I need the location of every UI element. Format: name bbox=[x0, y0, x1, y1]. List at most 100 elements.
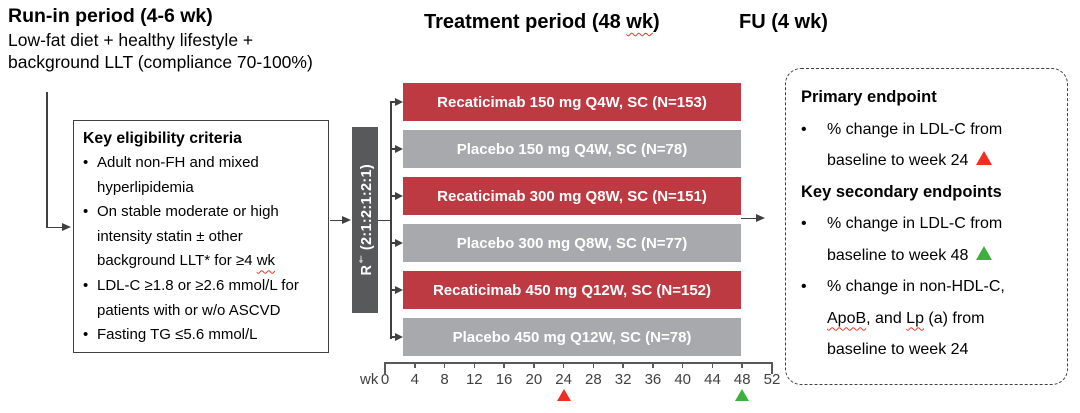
axis-tick-label: 0 bbox=[380, 371, 390, 388]
eligibility-bullet-text: Adult non-FH and mixed hyperlipidemia bbox=[97, 151, 320, 200]
axis-tick bbox=[384, 362, 386, 374]
eligibility-bullet: • LDL-C ≥1.8 or ≥2.6 mmol/L for patients … bbox=[83, 274, 320, 323]
eligibility-bullet: • Adult non-FH and mixed hyperlipidemia bbox=[83, 151, 320, 200]
axis-line bbox=[385, 362, 772, 364]
text-segment: ) bbox=[652, 11, 660, 33]
endpoint-item: • % change in non-HDL-C, ApoB, and Lp (a)… bbox=[801, 271, 1057, 366]
text-segment: (a) from baseline to week 24 bbox=[827, 309, 985, 359]
follow-up-title: FU (4 wk) bbox=[739, 11, 828, 33]
axis-tick bbox=[533, 362, 535, 368]
text-segment: LDL-C ≥1.8 or ≥2.6 mmol/L for patients w… bbox=[97, 276, 299, 319]
eligibility-bullet: • Fasting TG ≤5.6 mmol/L bbox=[83, 323, 320, 348]
triangle-marker-icon bbox=[975, 245, 992, 260]
text-segment: % change in LDL-C from baseline to week … bbox=[827, 215, 1003, 264]
axis-tick-label: 12 bbox=[465, 371, 483, 388]
axis-tick-label: 36 bbox=[644, 371, 662, 388]
endpoint-item-text: % change in non-HDL-C, ApoB, and Lp (a) … bbox=[827, 271, 1045, 366]
axis-tick bbox=[711, 362, 714, 368]
run-in-period-title: Run-in period (4-6 wk) bbox=[8, 5, 213, 27]
randomization-label: R† (2:1:2:1:2:1) bbox=[355, 164, 375, 276]
text-segment: Treatment period (48 bbox=[424, 11, 627, 33]
connector-to-randomization bbox=[330, 219, 343, 222]
axis-tick bbox=[771, 362, 773, 374]
branch-vertical-line bbox=[390, 101, 392, 339]
endpoint-item-text: % change in LDL-C from baseline to week … bbox=[827, 208, 1045, 271]
text-segment: wk bbox=[256, 252, 276, 270]
treatment-arm-bar-recaticimab: Recaticimab 150 mg Q4W, SC (N=153) bbox=[403, 83, 741, 121]
axis-tick bbox=[741, 362, 744, 368]
triangle-marker-icon bbox=[975, 151, 992, 165]
axis-tick-label: 24 bbox=[555, 371, 572, 388]
arrowhead-icon bbox=[395, 286, 403, 294]
week-24-marker-icon bbox=[556, 389, 571, 401]
text-segment: , and bbox=[866, 309, 907, 327]
arrowhead-icon bbox=[756, 214, 765, 222]
treatment-period-title: Treatment period (48 wk) bbox=[424, 11, 660, 34]
axis-tick-label: 4 bbox=[410, 371, 419, 388]
arrowhead-icon bbox=[395, 333, 403, 341]
randomization-box: R† (2:1:2:1:2:1) bbox=[352, 127, 378, 313]
treatment-arm-bar-placebo: Placebo 300 mg Q8W, SC (N=77) bbox=[403, 224, 741, 262]
week-axis: wk 0 4 8 12 16 20 24 28 32 36 40 44 48 52 bbox=[360, 362, 780, 412]
axis-tick bbox=[562, 362, 565, 368]
axis-tick-label: 32 bbox=[614, 371, 632, 388]
text-segment: ApoB bbox=[827, 309, 867, 327]
arrowhead-icon bbox=[395, 145, 403, 153]
axis-tick-label: 20 bbox=[525, 371, 543, 388]
axis-tick-label: 44 bbox=[704, 371, 721, 388]
eligibility-criteria-box: Key eligibility criteria • Adult non-FH a… bbox=[73, 120, 329, 353]
axis-tick bbox=[592, 362, 595, 368]
treatment-arm-bar-recaticimab: Recaticimab 300 mg Q8W, SC (N=151) bbox=[403, 177, 741, 215]
axis-tick-label: 8 bbox=[440, 371, 449, 388]
axis-unit-label: wk bbox=[360, 371, 379, 388]
endpoint-item: • % change in LDL-C from baseline to week… bbox=[801, 114, 1057, 177]
connector-elbow-vertical bbox=[46, 92, 48, 228]
branch-stem bbox=[378, 219, 391, 222]
axis-tick bbox=[652, 362, 654, 368]
axis-tick bbox=[681, 362, 684, 368]
bullet-icon: • bbox=[83, 203, 89, 221]
eligibility-bullet-text: On stable moderate or high intensity sta… bbox=[97, 200, 320, 274]
text-segment: % change in non-HDL-C, bbox=[827, 278, 1005, 295]
eligibility-bullet-text: LDL-C ≥1.8 or ≥2.6 mmol/L for patients w… bbox=[97, 274, 320, 323]
arrowhead-icon bbox=[395, 98, 403, 106]
axis-tick bbox=[473, 362, 476, 368]
endpoints-heading: Primary endpoint bbox=[801, 88, 937, 106]
arm-connector-line bbox=[391, 336, 396, 338]
text-segment: wk bbox=[626, 11, 653, 33]
text-segment: On stable moderate or high intensity sta… bbox=[97, 203, 279, 270]
text-segment: Adult non-FH and mixed hyperlipidemia bbox=[97, 154, 259, 196]
arrowhead-icon bbox=[342, 216, 351, 224]
axis-tick bbox=[443, 362, 446, 368]
arm-connector-line bbox=[391, 101, 396, 103]
axis-tick-label: 48 bbox=[733, 371, 751, 388]
arm-connector-line bbox=[391, 148, 396, 150]
connector-to-endpoints bbox=[741, 217, 757, 220]
axis-tick-label: 28 bbox=[585, 371, 602, 388]
eligibility-bullet: • On stable moderate or high intensity st… bbox=[83, 200, 320, 274]
axis-tick bbox=[413, 362, 416, 368]
bullet-icon: • bbox=[83, 326, 89, 344]
treatment-arm-bar-placebo: Placebo 150 mg Q4W, SC (N=78) bbox=[403, 130, 741, 168]
run-in-description-line2: background LLT (compliance 70-100%) bbox=[8, 52, 313, 72]
arm-connector-line bbox=[391, 289, 396, 291]
arm-connector-line bbox=[391, 242, 396, 244]
run-in-description-line1: Low-fat diet + healthy lifestyle + bbox=[8, 30, 254, 50]
arrowhead-icon bbox=[395, 239, 403, 247]
bullet-icon: • bbox=[801, 120, 807, 138]
eligibility-bullet-text: Fasting TG ≤5.6 mmol/L bbox=[97, 323, 320, 348]
arrowhead-icon bbox=[395, 192, 403, 200]
treatment-arm-bar-recaticimab: Recaticimab 450 mg Q12W, SC (N=152) bbox=[403, 271, 741, 309]
axis-tick bbox=[622, 362, 624, 368]
endpoint-item-text: % change in LDL-C from baseline to week … bbox=[827, 114, 1045, 177]
endpoint-item: • % change in LDL-C from baseline to week… bbox=[801, 208, 1057, 271]
bullet-icon: • bbox=[801, 215, 807, 232]
week-48-marker-icon bbox=[735, 389, 750, 401]
arm-connector-line bbox=[391, 195, 396, 197]
text-segment: % change in LDL-C from baseline to week … bbox=[827, 120, 1003, 170]
endpoints-heading: Key secondary endpoints bbox=[801, 182, 1002, 201]
endpoints-box: Primary endpoint • % change in LDL-C from … bbox=[785, 68, 1068, 385]
bullet-icon: • bbox=[83, 154, 89, 171]
axis-tick-label: 40 bbox=[674, 371, 692, 388]
